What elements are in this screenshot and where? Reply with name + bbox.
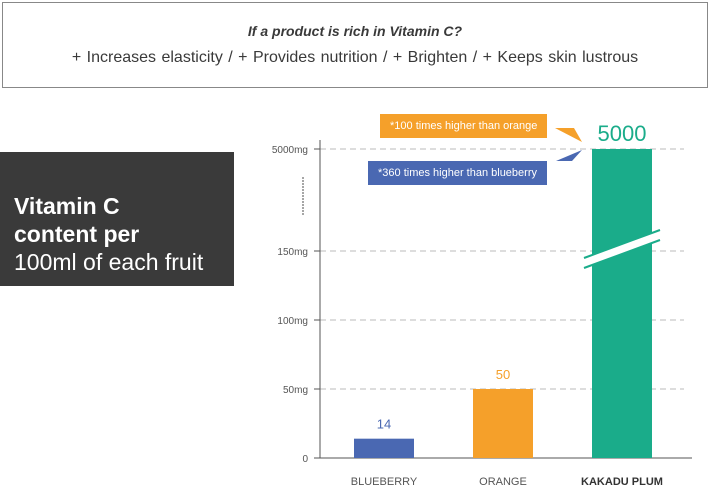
blueberry-comparison-note: *360 times higher than blueberry [368,161,547,185]
bar-break-gap [584,230,660,268]
bar-blueberry [354,438,414,458]
axis-break-dot [302,195,304,197]
x-tick-label-kakadu-plum: KAKADU PLUM [581,476,663,488]
axis-break-dot [302,204,304,206]
caption-line-1: Vitamin C [14,193,120,219]
bar-orange [473,389,533,458]
axis-break-dot [302,198,304,200]
y-tick-label-3: 150mg [277,247,308,258]
y-tick-label-1: 50mg [283,385,308,396]
axis-break-dot [302,183,304,185]
data-label-kakadu-plum: 5000 [598,121,647,146]
chart-caption-box: Vitamin C content per 100ml of each frui… [0,152,234,286]
axis-break-dot [302,207,304,209]
axis-break-dot [302,192,304,194]
blueberry-note-pointer [556,150,582,161]
data-label-blueberry: 14 [377,417,391,432]
data-label-orange: 50 [496,367,510,382]
info-box: If a product is rich in Vitamin C? + Inc… [2,2,708,88]
bar-kakadu-plum [592,149,652,458]
bar-break-line [583,239,661,269]
axis-break-dot [302,186,304,188]
axis-break-dot [302,201,304,203]
x-tick-label-blueberry: BLUEBERRY [351,476,418,488]
benefits-list: + Increases elasticity / + Provides nutr… [71,49,639,66]
y-tick-label-2: 100mg [277,316,308,327]
axis-break-dot [302,177,304,179]
caption-line-2: content per [14,221,140,247]
axis-break-dot [302,180,304,182]
x-tick-label-orange: ORANGE [479,476,527,488]
info-title: If a product is rich in Vitamin C? [247,23,463,39]
axis-break-dot [302,189,304,191]
caption-line-3: 100ml of each fruit [14,249,204,275]
y-tick-label-0: 0 [302,454,308,465]
orange-note-pointer [555,128,582,142]
axis-break-dot [302,213,304,215]
orange-comparison-note: *100 times higher than orange [380,114,548,138]
axis-break-dot [302,210,304,212]
bar-break-line [583,229,661,259]
y-tick-label-4: 5000mg [272,145,308,156]
